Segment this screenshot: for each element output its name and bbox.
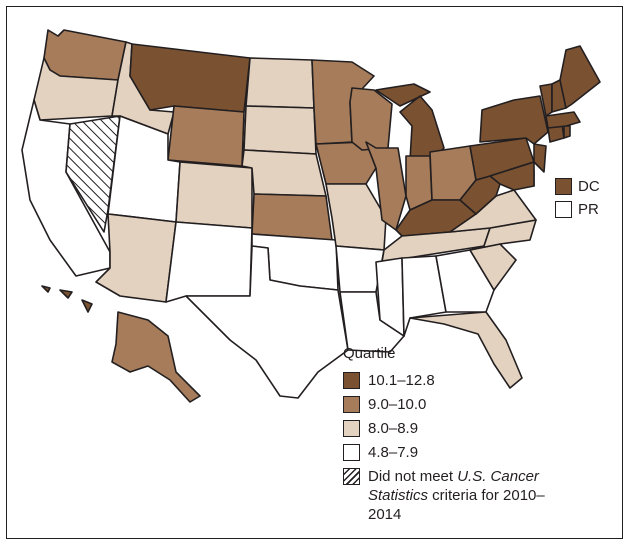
dc-label: DC — [578, 177, 600, 195]
legend-swatch-q3 — [343, 396, 360, 413]
pr-label: PR — [578, 200, 599, 218]
not-met-italic: U.S. Cancer Statistics — [368, 468, 539, 504]
legend-item-q1: 4.8–7.9 — [343, 443, 578, 462]
state-ri — [563, 125, 571, 139]
state-ne — [241, 149, 327, 197]
extra-pr: PR — [555, 200, 599, 218]
state-nv — [65, 115, 121, 233]
legend-item-q3: 9.0–10.0 — [343, 395, 578, 414]
legend-swatch-not-met — [343, 468, 360, 485]
state-wa — [43, 29, 127, 81]
legend-item-q2: 8.0–8.9 — [343, 419, 578, 438]
state-sd — [243, 105, 317, 155]
legend-swatch-q2 — [343, 420, 360, 437]
not-met-prefix: Did not meet — [368, 468, 458, 485]
state-mt — [129, 43, 251, 113]
state-md — [489, 161, 535, 191]
state-ak — [111, 311, 201, 403]
extra-dc: DC — [555, 177, 600, 195]
state-me — [559, 45, 601, 109]
state-al — [401, 255, 447, 337]
dc-swatch — [555, 178, 572, 195]
legend-item-not-met: Did not meet U.S. Cancer Statistics crit… — [343, 467, 578, 524]
state-ks — [251, 193, 333, 241]
state-nm — [165, 221, 253, 303]
state-il — [365, 141, 407, 231]
state-nj — [533, 143, 547, 173]
state-nd — [245, 57, 315, 109]
legend-label-not-met: Did not meet U.S. Cancer Statistics crit… — [368, 467, 578, 524]
legend-title: Quartile — [343, 345, 396, 362]
state-mo — [325, 183, 387, 251]
not-met-suffix: criteria for 2010–2014 — [368, 487, 545, 523]
state-wy — [167, 105, 245, 167]
legend-swatch-q4 — [343, 372, 360, 389]
state-fl — [409, 311, 523, 389]
pr-swatch — [555, 201, 572, 218]
legend-swatch-q1 — [343, 444, 360, 461]
state-ma — [545, 111, 581, 129]
state-ny — [479, 95, 549, 145]
state-co — [175, 161, 253, 229]
legend-label-q2: 8.0–8.9 — [368, 420, 419, 437]
legend-item-q4: 10.1–12.8 — [343, 371, 578, 390]
legend-label-q1: 4.8–7.9 — [368, 444, 419, 461]
state-hi — [41, 285, 93, 313]
state-ga — [435, 249, 495, 313]
legend-label-q3: 9.0–10.0 — [368, 396, 427, 413]
legend-label-q4: 10.1–12.8 — [368, 372, 435, 389]
